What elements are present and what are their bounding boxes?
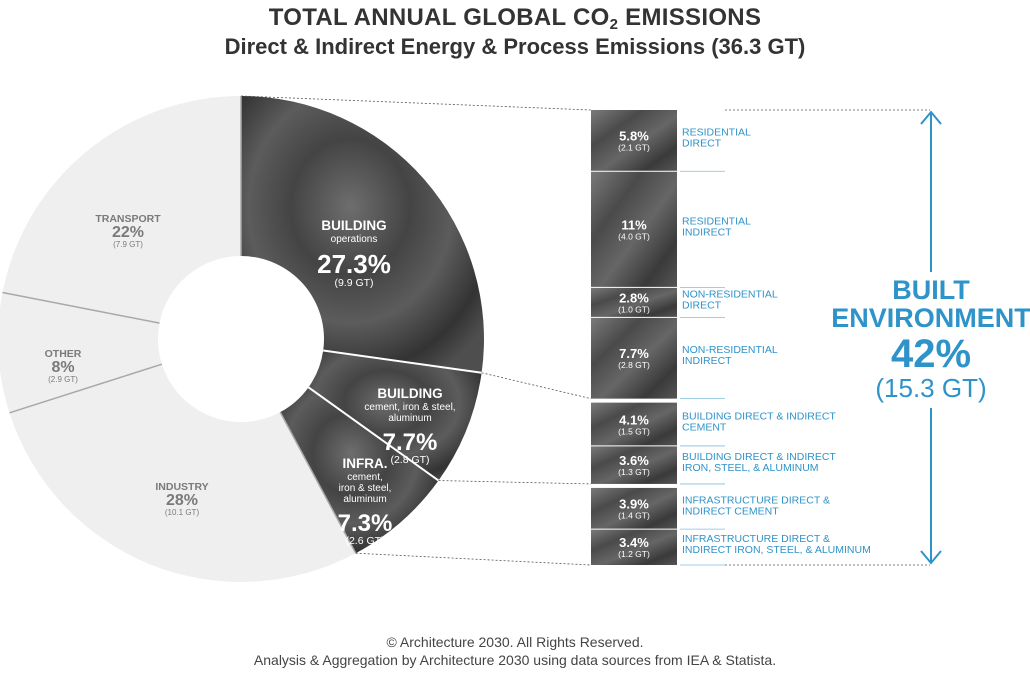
- segment-name: INFRA.: [343, 456, 388, 471]
- chart-subtitle: Direct & Indirect Energy & Process Emiss…: [224, 34, 806, 59]
- donut-segment-other4: [0, 292, 162, 413]
- breakdown-label: RESIDENTIAL: [682, 127, 751, 139]
- built-environment-arrow: [920, 110, 942, 565]
- breakdown-bar: [591, 529, 677, 565]
- segment-gt: (10.1 GT): [165, 508, 200, 517]
- breakdown-gt: (1.5 GT): [618, 426, 650, 436]
- breakdown-bar: [591, 445, 677, 484]
- segment-gt: (7.9 GT): [113, 240, 143, 249]
- footer-copyright: © Architecture 2030. All Rights Reserved…: [386, 634, 644, 650]
- breakdown-label: INDIRECT: [682, 226, 732, 238]
- segment-pct: 27.3%: [317, 249, 391, 279]
- breakdown-label: INDIRECT IRON, STEEL, & ALUMINUM: [682, 544, 871, 556]
- donut-divider: [307, 386, 440, 482]
- breakdown-bars: [591, 110, 677, 565]
- breakdown-pct: 5.8%: [619, 129, 649, 144]
- donut-divider: [279, 411, 357, 554]
- built-label-line1: BUILT: [892, 275, 970, 305]
- breakdown-pct: 3.9%: [619, 497, 649, 512]
- breakdown-label: BUILDING DIRECT & INDIRECT: [682, 410, 836, 422]
- footer: © Architecture 2030. All Rights Reserved…: [0, 633, 1030, 669]
- segment-name: OTHER: [45, 348, 82, 360]
- breakdown-bar: [591, 402, 677, 446]
- breakdown-pct: 3.6%: [619, 453, 649, 468]
- breakdown-label: IRON, STEEL, & ALUMINUM: [682, 462, 819, 474]
- segment-detail: aluminum: [388, 413, 431, 424]
- breakdown-label: CEMENT: [682, 421, 727, 433]
- breakdown-bar: [591, 487, 677, 530]
- breakdown-gt: (4.0 GT): [618, 231, 650, 241]
- segment-detail: cement,: [347, 472, 383, 483]
- built-pct: 42%: [890, 332, 972, 376]
- donut-segment-building1: [308, 350, 482, 481]
- breakdown-bar: [591, 317, 677, 399]
- breakdown-pct: 7.7%: [619, 346, 649, 361]
- donut-segment-building0: [241, 96, 484, 373]
- breakdown-bar: [591, 110, 677, 172]
- breakdown-bar: [591, 287, 677, 318]
- connector-building-materials: [438, 480, 592, 485]
- segment-detail: operations: [331, 234, 378, 245]
- breakdown-pct: 2.8%: [619, 290, 649, 305]
- segment-name: TRANSPORT: [95, 213, 161, 225]
- segment-gt: (9.9 GT): [334, 277, 373, 289]
- footer-sources: Analysis & Aggregation by Architecture 2…: [253, 652, 777, 668]
- breakdown-gt: (1.2 GT): [618, 549, 650, 559]
- segment-name: INDUSTRY: [155, 481, 208, 493]
- segment-pct: 22%: [112, 224, 144, 241]
- segment-detail: cement, iron & steel,: [364, 402, 455, 413]
- breakdown-gt: (1.0 GT): [618, 304, 650, 314]
- breakdown-label: INFRASTRUCTURE DIRECT &: [682, 495, 830, 507]
- built-label-line2: ENVIRONMENT: [831, 303, 1030, 333]
- breakdown-label: INDIRECT: [682, 355, 732, 367]
- built-gt: (15.3 GT): [875, 373, 987, 403]
- segment-pct: 28%: [166, 492, 198, 509]
- breakdown-label: INDIRECT CEMENT: [682, 506, 779, 518]
- donut-divider: [9, 363, 163, 414]
- breakdown-label: NON-RESIDENTIAL: [682, 288, 778, 300]
- breakdown-gt: (1.3 GT): [618, 467, 650, 477]
- segment-gt: (2.9 GT): [48, 375, 78, 384]
- donut-segment-infra-2: [280, 387, 439, 554]
- breakdown-pct: 3.4%: [619, 535, 649, 550]
- segment-gt: (2.8 GT): [390, 454, 429, 466]
- segment-pct: 7.3%: [338, 510, 393, 537]
- segment-pct: 7.7%: [383, 429, 438, 456]
- breakdown-bar: [591, 171, 677, 288]
- segment-pct: 8%: [51, 359, 74, 376]
- breakdown-gt: (2.8 GT): [618, 360, 650, 370]
- breakdown-pct: 4.1%: [619, 412, 649, 427]
- segment-detail: aluminum: [343, 494, 386, 505]
- donut-divider: [323, 349, 482, 374]
- donut-divider: [2, 291, 160, 324]
- breakdown-gt: (2.1 GT): [618, 143, 650, 153]
- breakdown-label: DIRECT: [682, 299, 722, 311]
- breakdown-label: INFRASTRUCTURE DIRECT &: [682, 533, 830, 545]
- breakdown-label: DIRECT: [682, 138, 722, 150]
- segment-name: BUILDING: [321, 218, 386, 233]
- breakdown-label: BUILDING DIRECT & INDIRECT: [682, 451, 836, 463]
- breakdown-label: NON-RESIDENTIAL: [682, 344, 778, 356]
- segment-gt: (2.6 GT): [345, 535, 384, 547]
- breakdown-label: RESIDENTIAL: [682, 215, 751, 227]
- connector-lines: [240, 95, 930, 566]
- donut-chart: [0, 96, 484, 582]
- arrow-head-down: [920, 550, 942, 565]
- connector-building-operations: [481, 372, 592, 400]
- built-environment-label: BUILT ENVIRONMENT 42% (15.3 GT): [828, 276, 1030, 402]
- breakdown-pct: 11%: [621, 217, 647, 232]
- segment-name: BUILDING: [377, 386, 442, 401]
- chart-title: TOTAL ANNUAL GLOBAL CO2 EMISSIONS: [268, 4, 762, 33]
- donut-segment-transport5: [2, 96, 242, 324]
- donut-segment-industry3: [9, 364, 356, 582]
- arrow-head-up: [920, 110, 942, 125]
- connector-bottom: [355, 552, 592, 566]
- breakdown-gt: (1.4 GT): [618, 511, 650, 521]
- segment-detail: iron & steel,: [339, 483, 392, 494]
